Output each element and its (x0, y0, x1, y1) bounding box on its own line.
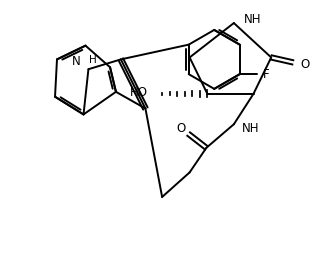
Text: O: O (176, 122, 185, 135)
Text: NH: NH (242, 122, 259, 135)
Text: O: O (301, 58, 310, 71)
Text: F: F (263, 68, 270, 81)
Text: NH: NH (244, 13, 261, 26)
Text: H: H (89, 55, 97, 65)
Text: N: N (72, 55, 81, 68)
Text: HO: HO (131, 86, 148, 99)
